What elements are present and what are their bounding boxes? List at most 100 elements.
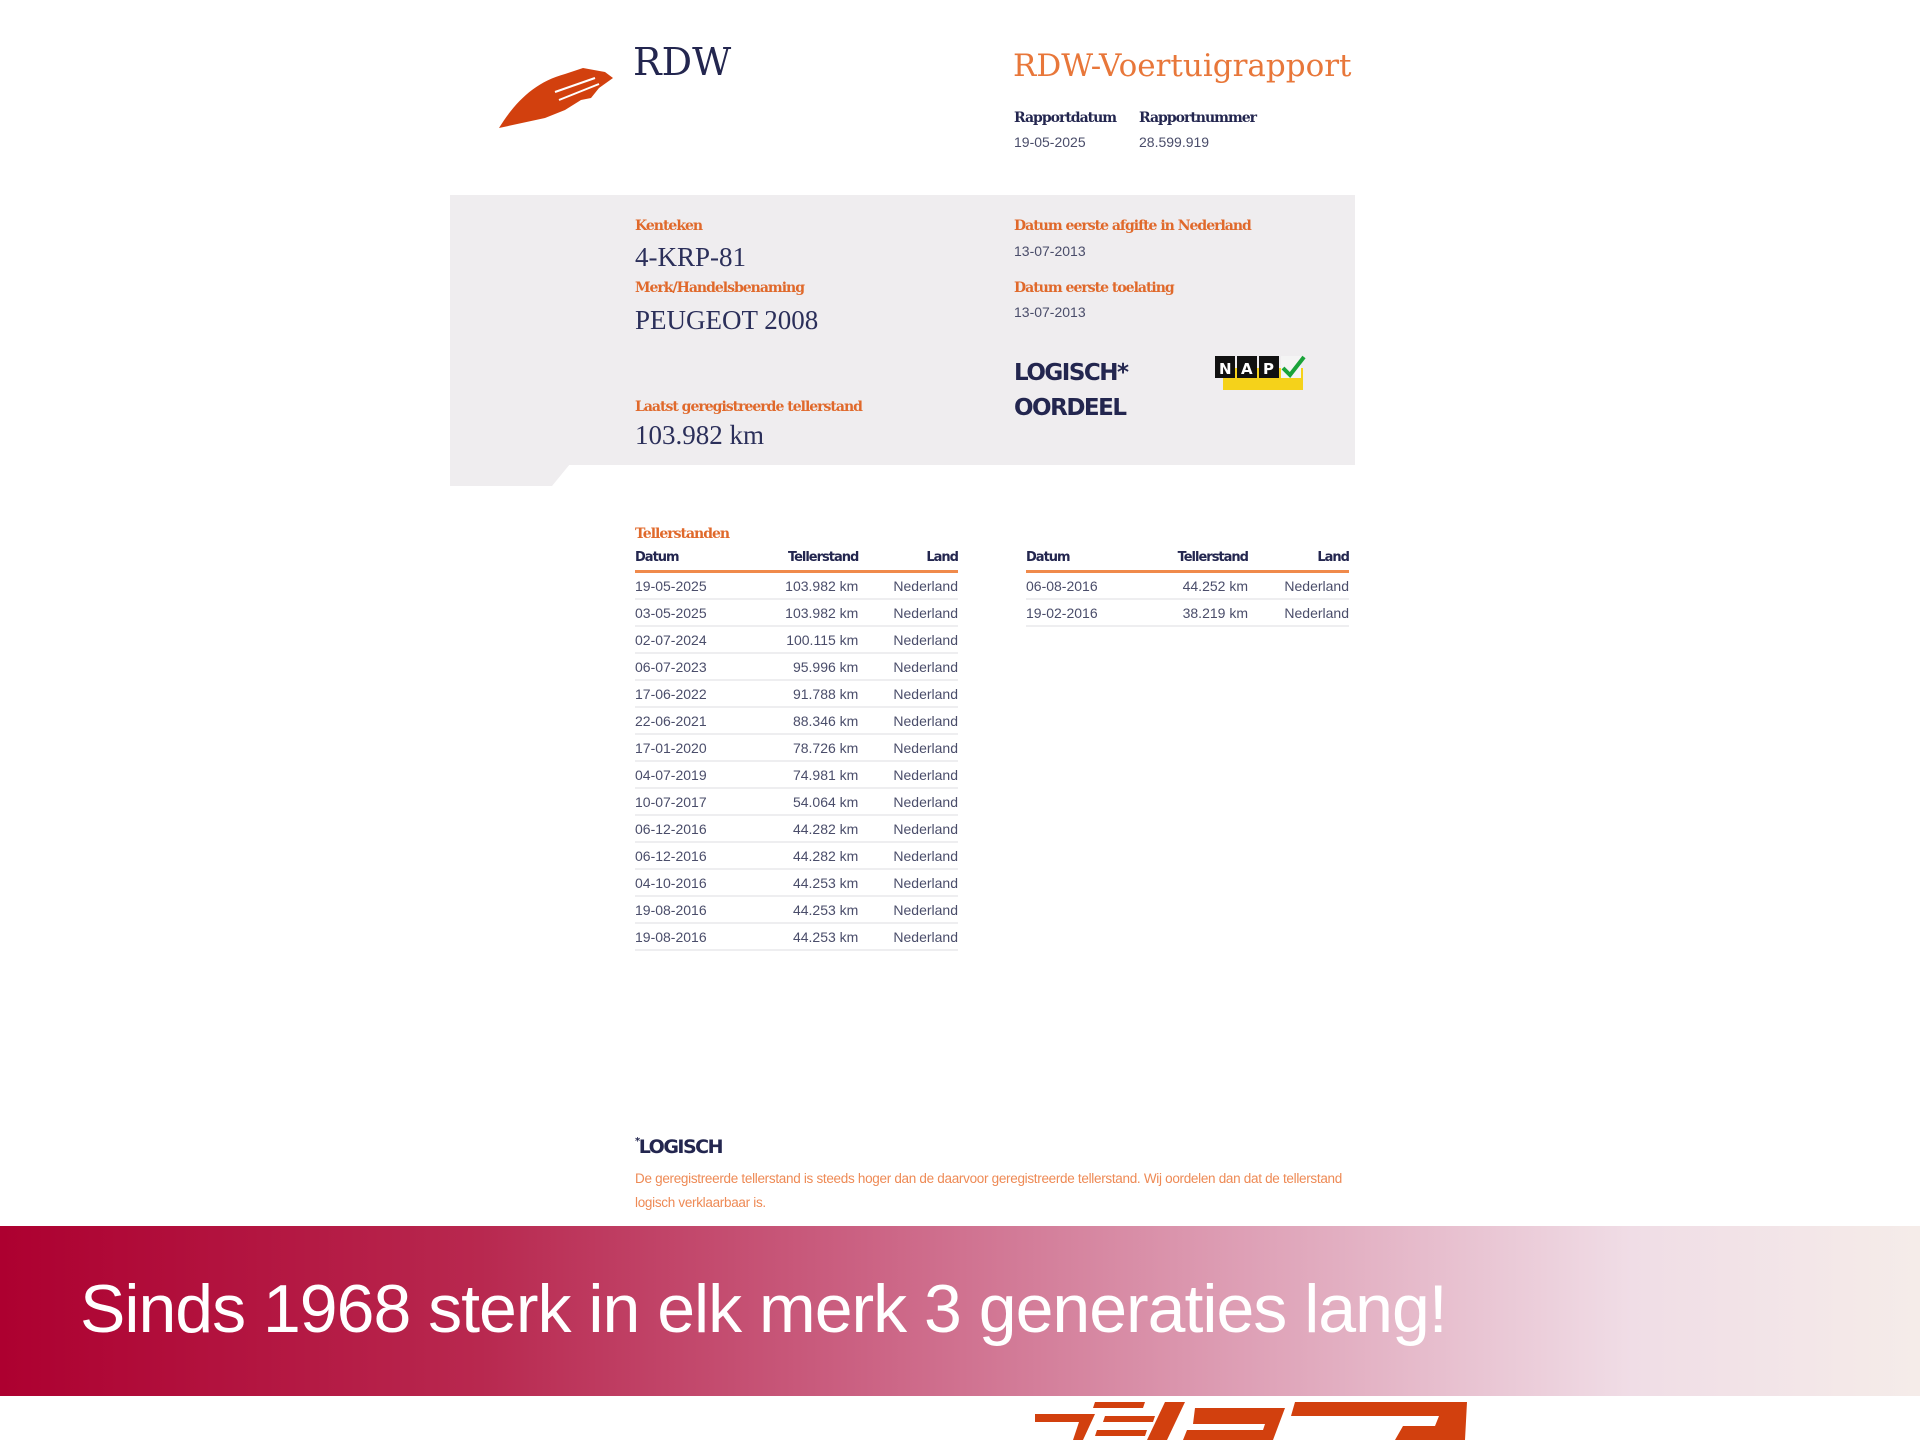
verdict-label: OORDEEL <box>1014 395 1127 421</box>
footnote-marker: * <box>635 1136 640 1147</box>
table-row: 06-12-2016 44.282 km Nederland <box>635 842 958 870</box>
cell-odometer: 88.346 km <box>745 707 859 735</box>
footnote-title-text: LOGISCH <box>638 1136 724 1158</box>
cell-country: Nederland <box>858 626 958 654</box>
col-country: Land <box>1247 546 1350 573</box>
rdw-feather-logo <box>499 68 613 128</box>
cell-date: 06-12-2016 <box>635 815 746 843</box>
footnote-text: De geregistreerde tellerstand is steeds … <box>635 1171 1342 1210</box>
make-value: PEUGEOT 2008 <box>635 305 819 335</box>
last-odometer-value: 103.982 km <box>635 420 765 450</box>
last-odometer-label: Laatst geregistreerde tellerstand <box>635 399 863 415</box>
report-date-label: Rapportdatum <box>1014 110 1117 126</box>
table-row: 06-12-2016 44.282 km Nederland <box>635 815 958 843</box>
table-row: 02-07-2024 100.115 km Nederland <box>635 626 958 654</box>
cell-date: 17-01-2020 <box>635 734 746 762</box>
table-row: 19-08-2016 44.253 km Nederland <box>635 923 958 951</box>
cell-country: Nederland <box>858 707 958 735</box>
table-row: 22-06-2021 88.346 km Nederland <box>635 707 958 735</box>
table-row: 17-06-2022 91.788 km Nederland <box>635 680 958 708</box>
first-admission-label: Datum eerste toelating <box>1014 280 1175 296</box>
table-row: 19-02-2016 38.219 km Nederland <box>1026 599 1349 627</box>
cell-odometer: 100.115 km <box>745 626 859 654</box>
svg-text:A: A <box>1241 360 1253 378</box>
col-country: Land <box>858 546 959 573</box>
col-date: Datum <box>1026 546 1138 573</box>
cell-country: Nederland <box>858 815 958 843</box>
table-row: 19-05-2025 103.982 km Nederland <box>635 571 958 600</box>
cell-odometer: 44.253 km <box>745 896 859 924</box>
promo-slogan: Sinds 1968 sterk in elk merk 3 generatie… <box>80 1271 1448 1347</box>
cell-odometer: 103.982 km <box>745 571 859 600</box>
footnote-title: *LOGISCH <box>635 1136 724 1158</box>
col-date: Datum <box>635 546 746 573</box>
cell-odometer: 44.252 km <box>1137 571 1248 600</box>
cell-country: Nederland <box>858 653 958 681</box>
table-row: 17-01-2020 78.726 km Nederland <box>635 734 958 762</box>
readings-title: Tellerstanden <box>635 526 730 542</box>
plate-value: 4-KRP-81 <box>635 242 747 272</box>
cell-odometer: 44.253 km <box>745 923 859 951</box>
report-date: 19-05-2025 <box>1014 134 1086 150</box>
cell-odometer: 54.064 km <box>745 788 859 816</box>
cell-date: 17-06-2022 <box>635 680 746 708</box>
cell-country: Nederland <box>858 842 958 870</box>
first-admission-value: 13-07-2013 <box>1014 304 1086 320</box>
cell-country: Nederland <box>858 761 958 789</box>
cell-date: 19-05-2025 <box>635 571 746 600</box>
col-odometer: Tellerstand <box>1137 546 1249 573</box>
nap-check-logo: N A P <box>1215 355 1306 390</box>
table-row: 06-08-2016 44.252 km Nederland <box>1026 571 1349 600</box>
promo-banner <box>0 1226 1920 1396</box>
cell-country: Nederland <box>858 923 958 951</box>
verdict-value: LOGISCH* <box>1014 360 1129 386</box>
cell-date: 10-07-2017 <box>635 788 746 816</box>
cell-country: Nederland <box>1247 599 1349 627</box>
readings-table-left: Datum Tellerstand Land 19-05-2025 103.982… <box>635 546 959 951</box>
first-issue-nl-label: Datum eerste afgifte in Nederland <box>1014 218 1252 234</box>
cell-odometer: 78.726 km <box>745 734 859 762</box>
cell-date: 19-02-2016 <box>1026 599 1138 627</box>
cell-date: 19-08-2016 <box>635 896 746 924</box>
cell-odometer: 44.282 km <box>745 842 859 870</box>
table-row: 04-07-2019 74.981 km Nederland <box>635 761 958 789</box>
cell-odometer: 91.788 km <box>745 680 859 708</box>
cell-country: Nederland <box>858 734 958 762</box>
cell-date: 02-07-2024 <box>635 626 746 654</box>
cell-date: 22-06-2021 <box>635 707 746 735</box>
readings-table-right: Datum Tellerstand Land 06-08-2016 44.252 … <box>1026 546 1350 627</box>
cell-odometer: 44.253 km <box>745 869 859 897</box>
report-number: 28.599.919 <box>1139 134 1210 150</box>
org-name: RDW <box>633 40 732 84</box>
cell-country: Nederland <box>858 788 958 816</box>
cell-date: 04-10-2016 <box>635 869 746 897</box>
panel-tab <box>450 464 570 486</box>
cell-date: 06-08-2016 <box>1026 571 1138 600</box>
svg-text:P: P <box>1263 360 1274 378</box>
cell-date: 04-07-2019 <box>635 761 746 789</box>
cell-date: 19-08-2016 <box>635 923 746 951</box>
cell-odometer: 44.282 km <box>745 815 859 843</box>
cell-date: 06-07-2023 <box>635 653 746 681</box>
cell-country: Nederland <box>1247 571 1349 600</box>
make-label: Merk/Handelsbenaming <box>635 280 805 296</box>
first-issue-nl-value: 13-07-2013 <box>1014 243 1086 259</box>
table-row: 06-07-2023 95.996 km Nederland <box>635 653 958 681</box>
cell-odometer: 38.219 km <box>1137 599 1248 627</box>
table-row: 03-05-2025 103.982 km Nederland <box>635 599 958 627</box>
cell-country: Nederland <box>858 571 958 600</box>
report-number-label: Rapportnummer <box>1139 110 1257 126</box>
vehicle-summary-panel <box>450 195 1355 465</box>
cell-odometer: 95.996 km <box>745 653 859 681</box>
report-title: RDW-Voertuigrapport <box>1013 48 1352 84</box>
cell-country: Nederland <box>858 869 958 897</box>
cell-odometer: 74.981 km <box>745 761 859 789</box>
table-row: 19-08-2016 44.253 km Nederland <box>635 896 958 924</box>
svg-text:N: N <box>1219 360 1232 378</box>
cell-country: Nederland <box>858 896 958 924</box>
cell-date: 06-12-2016 <box>635 842 746 870</box>
table-row: 04-10-2016 44.253 km Nederland <box>635 869 958 897</box>
dealer-logo <box>1035 1402 1467 1440</box>
col-odometer: Tellerstand <box>745 546 859 573</box>
cell-odometer: 103.982 km <box>745 599 859 627</box>
